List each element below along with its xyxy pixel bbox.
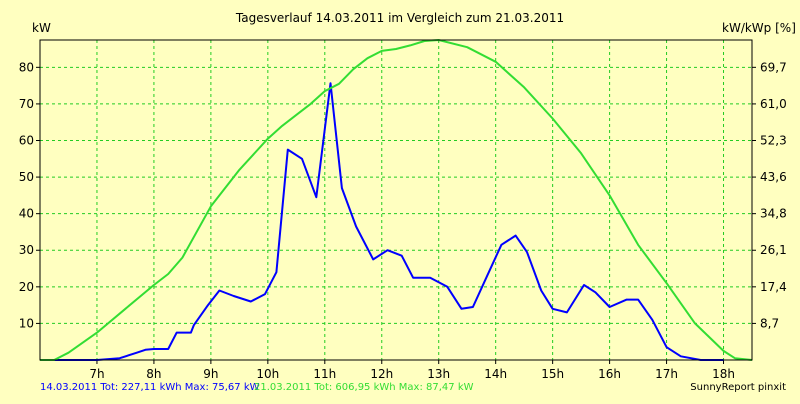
y-tick-label-left: 50: [19, 170, 34, 184]
y-tick-label-right: 69,7: [760, 60, 787, 74]
y-tick-label-left: 30: [19, 243, 34, 257]
y-tick-label-left: 80: [19, 60, 34, 74]
y-tick-label-left: 70: [19, 97, 34, 111]
x-tick-label: 16h: [598, 367, 621, 381]
y-tick-label-left: 10: [19, 316, 34, 330]
y-tick-label-right: 26,1: [760, 243, 787, 257]
y-tick-label-left: 40: [19, 207, 34, 221]
y-axis-left-label: kW: [32, 21, 51, 35]
x-tick-label: 18h: [712, 367, 735, 381]
y-tick-label-right: 34,8: [760, 207, 787, 221]
x-tick-label: 13h: [427, 367, 450, 381]
y-tick-label-left: 60: [19, 133, 34, 147]
legend-item-series-1: 14.03.2011 Tot: 227,11 kWh Max: 75,67 kW: [40, 382, 260, 393]
y-tick-label-right: 17,4: [760, 280, 787, 294]
y-tick-label-right: 43,6: [760, 170, 787, 184]
x-tick-label: 12h: [370, 367, 393, 381]
y-tick-label-left: 20: [19, 280, 34, 294]
y-tick-label-right: 8,7: [760, 316, 779, 330]
legend-item-series-2: 21.03.2011 Tot: 606,95 kWh Max: 87,47 kW: [254, 382, 474, 393]
y-tick-label-right: 52,3: [760, 133, 787, 147]
x-tick-label: 9h: [203, 367, 218, 381]
x-tick-label: 15h: [541, 367, 564, 381]
x-tick-label: 10h: [256, 367, 279, 381]
credit-text: SunnyReport pinxit: [690, 382, 786, 393]
y-axis-right-label: kW/kWp [%]: [722, 21, 796, 35]
series-line-1: [40, 82, 724, 361]
plot-frame: [39, 39, 753, 361]
x-tick-label: 8h: [146, 367, 161, 381]
x-tick-label: 14h: [484, 367, 507, 381]
y-tick-label-right: 61,0: [760, 97, 787, 111]
x-tick-label: 7h: [89, 367, 104, 381]
x-tick-label: 11h: [313, 367, 336, 381]
series-line-2: [40, 39, 753, 361]
x-tick-label: 17h: [655, 367, 678, 381]
chart-title: Tagesverlauf 14.03.2011 im Vergleich zum…: [235, 11, 564, 25]
